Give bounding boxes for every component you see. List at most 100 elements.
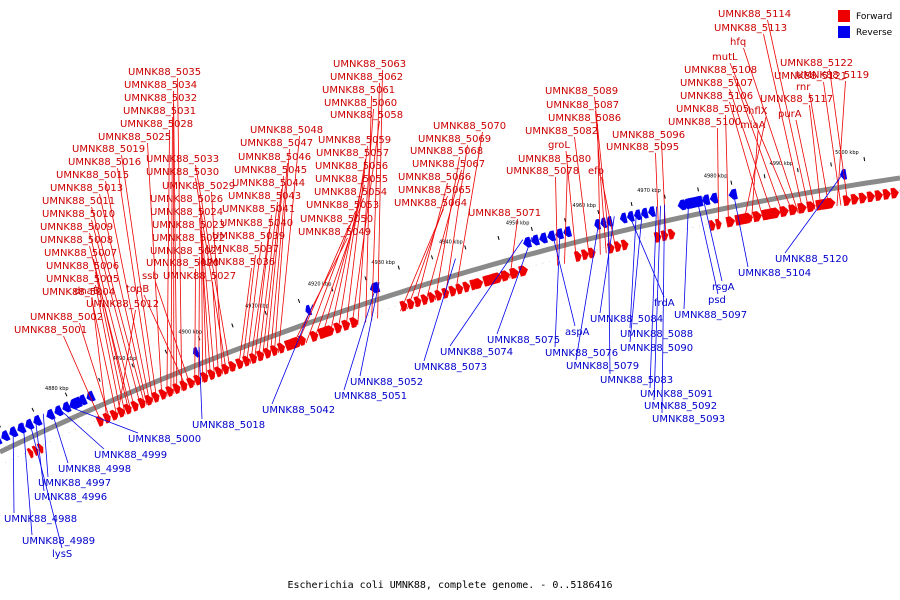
forward-leader-line	[195, 164, 231, 372]
forward-gene-label: UMNK88_5087	[546, 100, 619, 111]
forward-leader-line	[273, 148, 290, 355]
forward-leader-line	[743, 116, 767, 224]
forward-gene-label: UMNK88_5024	[150, 207, 223, 218]
reverse-gene-label: rsgA	[712, 282, 735, 293]
forward-leader-line	[424, 169, 462, 304]
forward-leader-line	[99, 193, 148, 406]
reverse-leader-line	[732, 190, 749, 268]
forward-gene-label: UMNK88_5114	[718, 9, 791, 20]
forward-gene	[725, 216, 736, 228]
scale-label: 4930 kbp	[371, 260, 395, 266]
forward-gene	[26, 447, 34, 459]
reverse-leader-line	[50, 409, 69, 464]
forward-gene-label: UMNK88_5057	[316, 148, 389, 159]
forward-gene-label: UMNK88_5058	[330, 110, 403, 121]
forward-gene-label: UMNK88_5067	[412, 159, 485, 170]
reverse-gene-label: lysS	[52, 549, 72, 560]
forward-leader-line	[733, 75, 784, 216]
forward-gene-label: UMNK88_5021	[150, 246, 223, 257]
forward-gene	[850, 193, 860, 205]
forward-gene-label: UMNK88_5043	[228, 191, 301, 202]
forward-leader-line	[121, 154, 158, 401]
forward-gene-label: UMNK88_5062	[330, 72, 403, 83]
forward-leader-line	[249, 228, 270, 364]
scale-tick	[364, 276, 367, 281]
reverse-gene	[555, 228, 565, 240]
scale-tick	[264, 310, 267, 316]
scale-label: 4880 kbp	[45, 386, 69, 392]
reverse-legend-label: Reverse	[856, 28, 893, 38]
forward-gene-label: UMNK88_5019	[72, 144, 145, 155]
forward-gene	[241, 355, 251, 367]
scale-label: 4990 kbp	[770, 161, 794, 167]
forward-leader-line	[565, 150, 577, 261]
scale-label: 4940 kbp	[439, 239, 463, 245]
forward-leader-line	[91, 296, 108, 423]
forward-gene-label: UMNK88_5108	[684, 65, 757, 76]
scale-tick	[630, 202, 633, 207]
reverse-gene	[46, 408, 56, 420]
forward-leader-line	[91, 206, 146, 406]
forward-leader-line	[337, 158, 366, 332]
forward-leader-line	[155, 281, 192, 388]
forward-gene-label: UMNK88_5078	[506, 166, 579, 177]
scale-tick	[863, 157, 866, 162]
reverse-gene-label: UMNK88_5079	[566, 361, 639, 372]
forward-gene-label: UMNK88_5069	[418, 134, 491, 145]
reverse-gene-label: UMNK88_5018	[192, 420, 265, 431]
forward-leader-line	[199, 217, 212, 379]
reverse-gene	[523, 236, 533, 248]
forward-leader-line	[201, 243, 204, 383]
scale-tick	[497, 235, 500, 241]
reverse-gene	[1, 430, 11, 442]
reverse-leader-line	[343, 282, 378, 391]
scale-label: 4950 kbp	[506, 220, 530, 226]
forward-gene-label: UMNK88_5031	[123, 106, 196, 117]
forward-leader-line	[729, 101, 764, 220]
forward-gene	[882, 188, 892, 200]
forward-gene-label: UMNK88_5034	[124, 80, 197, 91]
reverse-gene-label: UMNK88_5075	[487, 335, 560, 346]
reverse-gene-label: UMNK88_5088	[620, 329, 693, 340]
forward-gene	[144, 394, 153, 406]
forward-gene-label: hfq	[730, 37, 746, 48]
reverse-leader-line	[629, 211, 637, 329]
forward-leader-line	[261, 188, 282, 360]
reverse-gene-label: UMNK88_4996	[34, 492, 107, 503]
forward-leader-line	[89, 232, 136, 411]
forward-gene-label: UMNK88_5011	[42, 196, 115, 207]
forward-gene	[580, 249, 589, 261]
reverse-gene-label: aspA	[565, 327, 590, 338]
forward-leader-line	[415, 182, 448, 307]
reverse-gene-label: UMNK88_5091	[640, 389, 713, 400]
reverse-gene	[709, 192, 719, 204]
forward-gene-label: UMNK88_5005	[46, 274, 119, 285]
forward-gene-label: UMNK88_5045	[234, 165, 307, 176]
scale-label: 4890 kbp	[113, 356, 137, 362]
forward-leader-line	[809, 104, 822, 209]
reverse-gene-label: UMNK88_4998	[58, 464, 131, 475]
forward-gene-label: UMNK88_5036	[202, 257, 275, 268]
scale-tick	[297, 298, 301, 304]
forward-leader-line	[116, 309, 136, 418]
forward-gene-label: groL	[548, 140, 570, 151]
forward-leader-line	[177, 77, 183, 391]
forward-gene-label: UMNK88_5004	[42, 287, 115, 298]
forward-gene-label: rnr	[796, 82, 811, 93]
reverse-leader-line	[12, 427, 15, 514]
forward-gene	[455, 283, 464, 295]
label-leader-lines	[12, 19, 849, 549]
forward-gene	[708, 220, 716, 231]
reverse-gene	[619, 212, 628, 224]
reverse-leader-line	[653, 205, 661, 401]
forward-gene-label: UMNK88_5015	[56, 170, 129, 181]
reverse-gene-label: UMNK88_5104	[738, 268, 811, 279]
forward-gene-label: UMNK88_5041	[222, 204, 295, 215]
forward-gene-label: UMNK88_5030	[146, 167, 219, 178]
reverse-leader-line	[359, 282, 380, 377]
scale-label: 4900 kbp	[178, 329, 202, 335]
gene-labels: UMNK88_5001UMNK88_5002UMNK88_5012dnaBUMN…	[4, 9, 869, 560]
forward-gene	[874, 190, 884, 202]
reverse-gene-label: frdA	[654, 298, 675, 309]
legend: Forward Reverse	[838, 10, 893, 38]
